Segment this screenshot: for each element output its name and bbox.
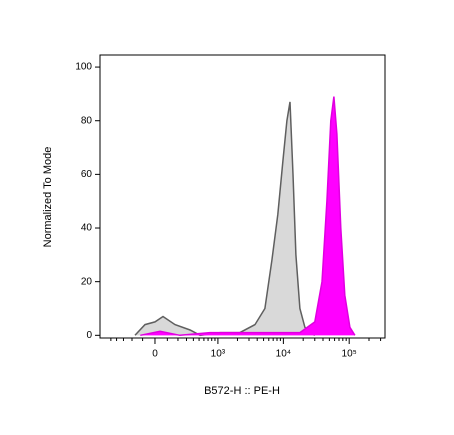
x-tick-label: 0 (152, 349, 158, 360)
y-tick-label: 20 (81, 276, 93, 287)
histogram-outline (134, 101, 316, 337)
histogram-outline (140, 96, 356, 337)
histogram-area (135, 101, 315, 336)
y-tick-label: 100 (75, 62, 92, 73)
x-axis-title: B572-H :: PE-H (204, 385, 280, 397)
histogram-area (140, 96, 355, 336)
x-tick-label: 10⁵ (342, 349, 357, 360)
y-tick-label: 60 (81, 169, 93, 180)
x-tick-label: 10³ (211, 349, 226, 360)
y-tick-label: 80 (81, 115, 93, 126)
y-tick-label: 40 (81, 223, 93, 234)
y-tick-label: 0 (86, 330, 92, 341)
plot-frame (99, 54, 386, 339)
x-tick-label: 10⁴ (276, 349, 291, 360)
y-axis-title: Normalized To Mode (42, 147, 54, 248)
